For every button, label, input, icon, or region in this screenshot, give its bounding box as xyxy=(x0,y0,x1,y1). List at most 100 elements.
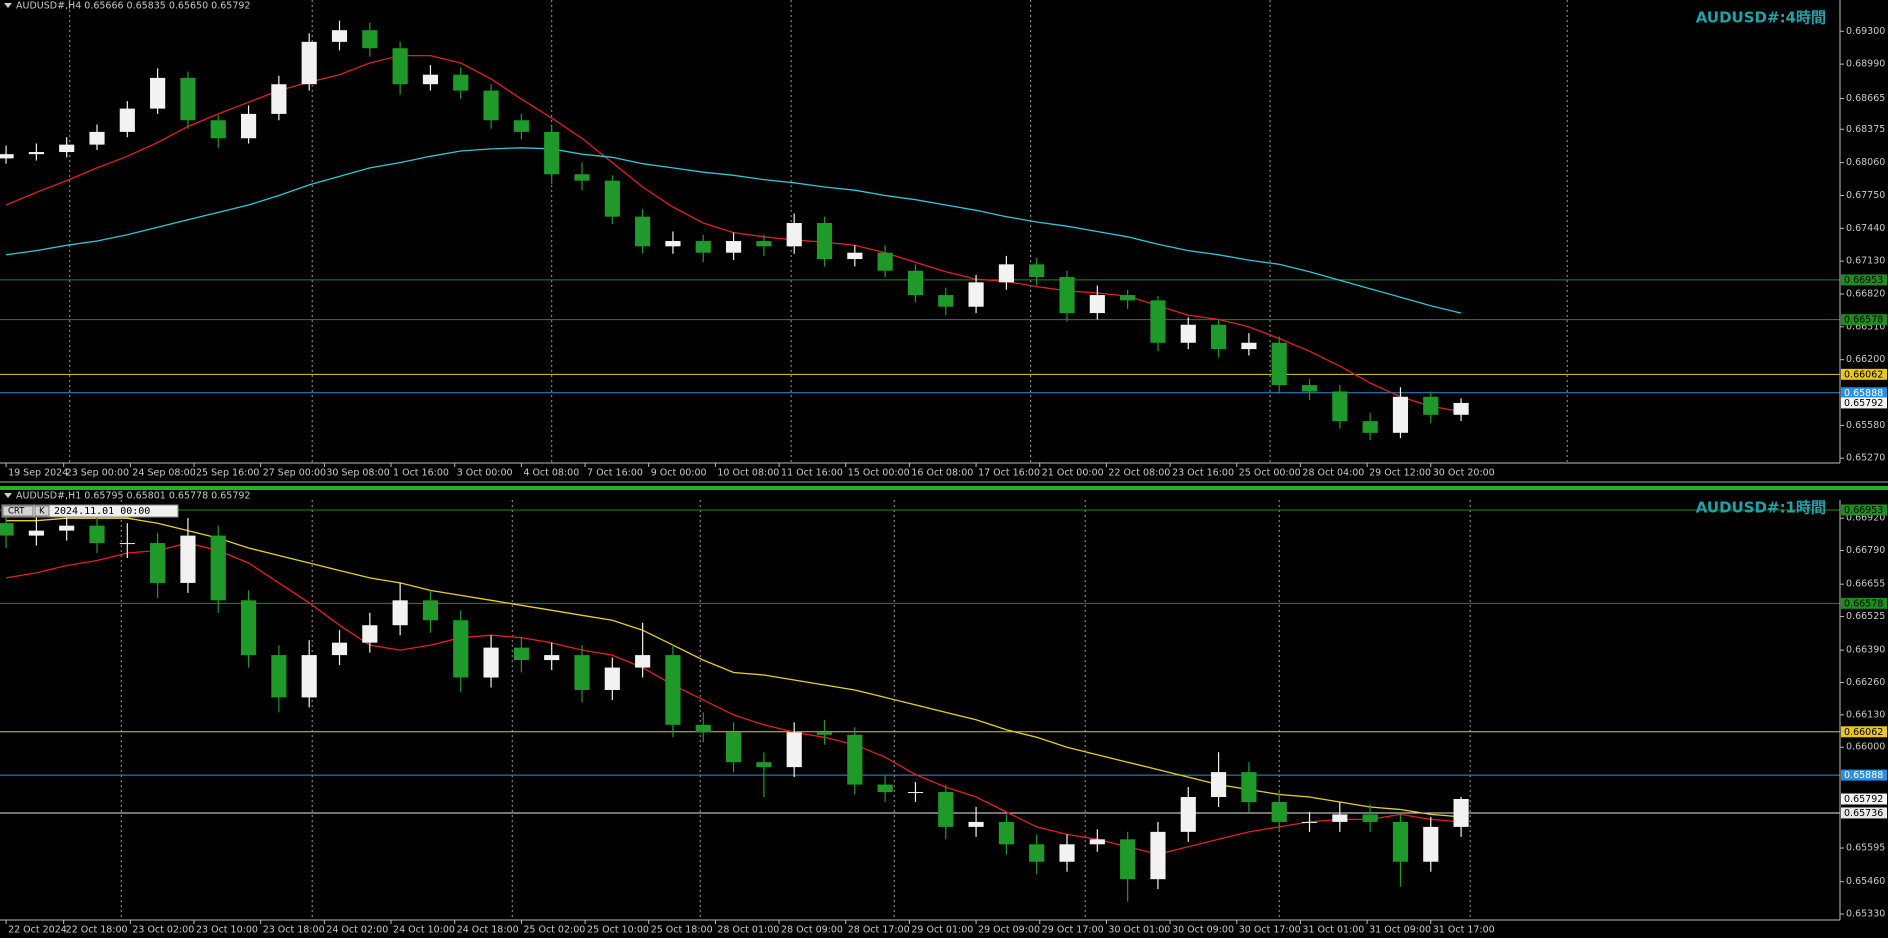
price-level-label: 0.66953 xyxy=(1844,275,1883,286)
x-tick-label: 23 Oct 18:00 xyxy=(263,925,325,936)
candle-body xyxy=(1332,391,1348,422)
x-tick-label: 22 Oct 2024 xyxy=(8,925,67,936)
candle-body xyxy=(877,784,893,793)
price-level-label: 0.65888 xyxy=(1844,770,1883,781)
y-tick-label: 0.66525 xyxy=(1846,611,1885,622)
candle-body xyxy=(453,620,469,678)
candle-body xyxy=(938,295,954,307)
candle-body xyxy=(756,762,772,768)
y-tick-label: 0.67440 xyxy=(1846,223,1885,234)
candle-body xyxy=(725,241,742,253)
x-tick-label: 16 Oct 08:00 xyxy=(911,468,973,479)
y-tick-label: 0.67750 xyxy=(1846,190,1885,201)
candle-body xyxy=(907,792,924,794)
price-level-box xyxy=(1841,769,1887,781)
x-tick-label: 29 Oct 12:00 xyxy=(1369,468,1431,479)
y-tick-label: 0.66655 xyxy=(1846,579,1885,590)
candle-body xyxy=(938,792,954,827)
candle-body xyxy=(240,600,257,656)
tool-time: 2024.11.01 00:00 xyxy=(54,506,150,517)
x-tick-label: 31 Oct 09:00 xyxy=(1369,925,1431,936)
candle-body xyxy=(1089,295,1105,314)
y-tick-label: 0.68990 xyxy=(1846,59,1885,70)
price-level-label: 0.66062 xyxy=(1844,727,1883,738)
y-tick-label: 0.66200 xyxy=(1846,354,1885,365)
x-tick-label: 3 Oct 00:00 xyxy=(457,468,513,479)
x-tick-label: 15 Oct 00:00 xyxy=(848,468,910,479)
candle-body xyxy=(725,732,742,763)
y-tick-label: 0.68375 xyxy=(1846,124,1885,135)
x-tick-label: 30 Sep 08:00 xyxy=(326,468,389,479)
y-tick-label: 0.69300 xyxy=(1846,26,1885,37)
candle-body xyxy=(756,241,772,247)
y-tick-label: 0.66790 xyxy=(1846,545,1885,556)
candle-body xyxy=(1271,342,1287,386)
y-tick-label: 0.68060 xyxy=(1846,157,1885,168)
price-level-box xyxy=(1841,807,1887,819)
candle-body xyxy=(271,655,287,698)
candle-body xyxy=(1271,801,1287,822)
candle-body xyxy=(998,264,1014,283)
candle-body xyxy=(301,41,317,85)
price-level-box xyxy=(1841,726,1887,738)
last-price-box xyxy=(1841,397,1887,409)
y-tick-label: 0.65595 xyxy=(1846,843,1885,854)
candle-body xyxy=(604,667,620,690)
candle-body xyxy=(695,241,711,253)
candle-body xyxy=(0,154,14,159)
x-tick-label: 23 Sep 00:00 xyxy=(66,468,129,479)
panel-highlight xyxy=(0,486,1888,490)
candle-body xyxy=(574,655,590,690)
price-level-label: 0.66953 xyxy=(1844,505,1883,516)
candle-body xyxy=(89,131,105,145)
x-tick-label: 25 Sep 16:00 xyxy=(196,468,259,479)
candle-body xyxy=(483,647,499,678)
candle-body xyxy=(1059,277,1075,314)
y-tick-label: 0.65330 xyxy=(1846,909,1885,920)
candle-body xyxy=(483,90,499,121)
chart-header: AUDUSD#,H1 0.65795 0.65801 0.65778 0.657… xyxy=(16,491,250,502)
price-level-label: 0.66578 xyxy=(1844,315,1883,326)
candle-body xyxy=(362,30,378,49)
price-level-box xyxy=(1841,314,1887,326)
candle-body xyxy=(150,77,166,109)
x-tick-label: 22 Oct 08:00 xyxy=(1108,468,1170,479)
candle-body xyxy=(816,223,833,260)
candle-body xyxy=(816,732,833,735)
x-tick-label: 31 Oct 01:00 xyxy=(1302,925,1364,936)
price-level-box xyxy=(1841,368,1887,380)
candle-body xyxy=(1362,814,1378,822)
x-tick-label: 25 Oct 10:00 xyxy=(587,925,649,936)
x-tick-label: 28 Oct 01:00 xyxy=(717,925,779,936)
candle-body xyxy=(907,270,924,296)
last-price-label: 0.65792 xyxy=(1844,398,1883,409)
x-tick-label: 25 Oct 18:00 xyxy=(651,925,713,936)
y-tick-label: 0.66510 xyxy=(1846,321,1885,332)
x-tick-label: 9 Oct 00:00 xyxy=(651,468,707,479)
tool-key: K xyxy=(39,507,45,517)
y-tick-label: 0.66260 xyxy=(1846,677,1885,688)
candle-body xyxy=(453,74,469,91)
candle-body xyxy=(28,152,44,155)
candle-body xyxy=(1029,264,1045,278)
candle-body xyxy=(331,642,348,656)
header-arrow xyxy=(4,493,12,498)
candle-body xyxy=(1150,300,1166,343)
candle-body xyxy=(877,252,893,271)
candle-body xyxy=(89,525,105,544)
x-tick-label: 24 Sep 08:00 xyxy=(132,468,195,479)
y-tick-label: 0.65270 xyxy=(1846,453,1885,464)
candle-body xyxy=(392,600,408,626)
candle-body xyxy=(968,821,984,827)
y-tick-label: 0.66390 xyxy=(1846,645,1885,656)
candle-body xyxy=(180,535,196,583)
x-tick-label: 22 Oct 18:00 xyxy=(66,925,128,936)
x-tick-label: 30 Oct 09:00 xyxy=(1172,925,1234,936)
candle-body xyxy=(119,543,135,545)
price-level-label: 0.65888 xyxy=(1844,388,1883,399)
x-tick-label: 30 Oct 01:00 xyxy=(1108,925,1170,936)
y-tick-label: 0.66920 xyxy=(1846,513,1885,524)
candle-body xyxy=(665,241,681,247)
